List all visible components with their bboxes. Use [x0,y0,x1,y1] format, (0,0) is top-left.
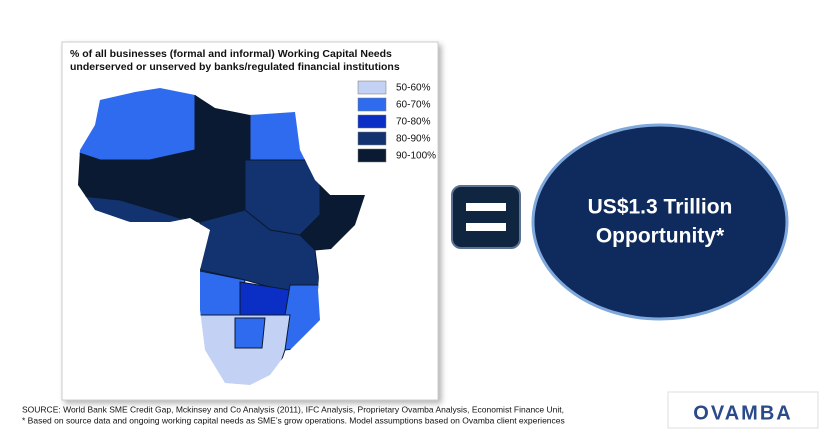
footnote: * Based on source data and ongoing worki… [22,415,565,425]
equals-bar [466,203,506,211]
legend-label: 70-80% [396,117,431,128]
africa-map [78,88,365,385]
legend-swatch [357,114,387,129]
legend-label: 80-90% [396,134,431,145]
legend-label: 90-100% [396,151,436,162]
legend-swatch [357,80,387,95]
equals-icon [451,185,521,249]
legend-swatch [357,131,387,146]
region [234,317,266,349]
logo-box [667,391,819,429]
legend-label: 50-60% [396,83,431,94]
callout-text: US$1.3 Trillion [588,196,733,219]
legend: 50-60% 60-70% 70-80% 80-90% 90-100% [357,80,436,163]
panel-title: underserved or unserved by banks/regulat… [70,61,400,73]
logo: OVAMBA [693,402,792,424]
callout-text: Opportunity* [596,225,725,248]
equals-bar [466,223,506,231]
footnote: SOURCE: World Bank SME Credit Gap, Mckin… [22,404,564,414]
legend-swatch [357,148,387,163]
panel-title: % of all businesses (formal and informal… [70,48,392,60]
legend-label: 60-70% [396,100,431,111]
callout-oval [531,123,789,321]
legend-swatch [357,97,387,112]
